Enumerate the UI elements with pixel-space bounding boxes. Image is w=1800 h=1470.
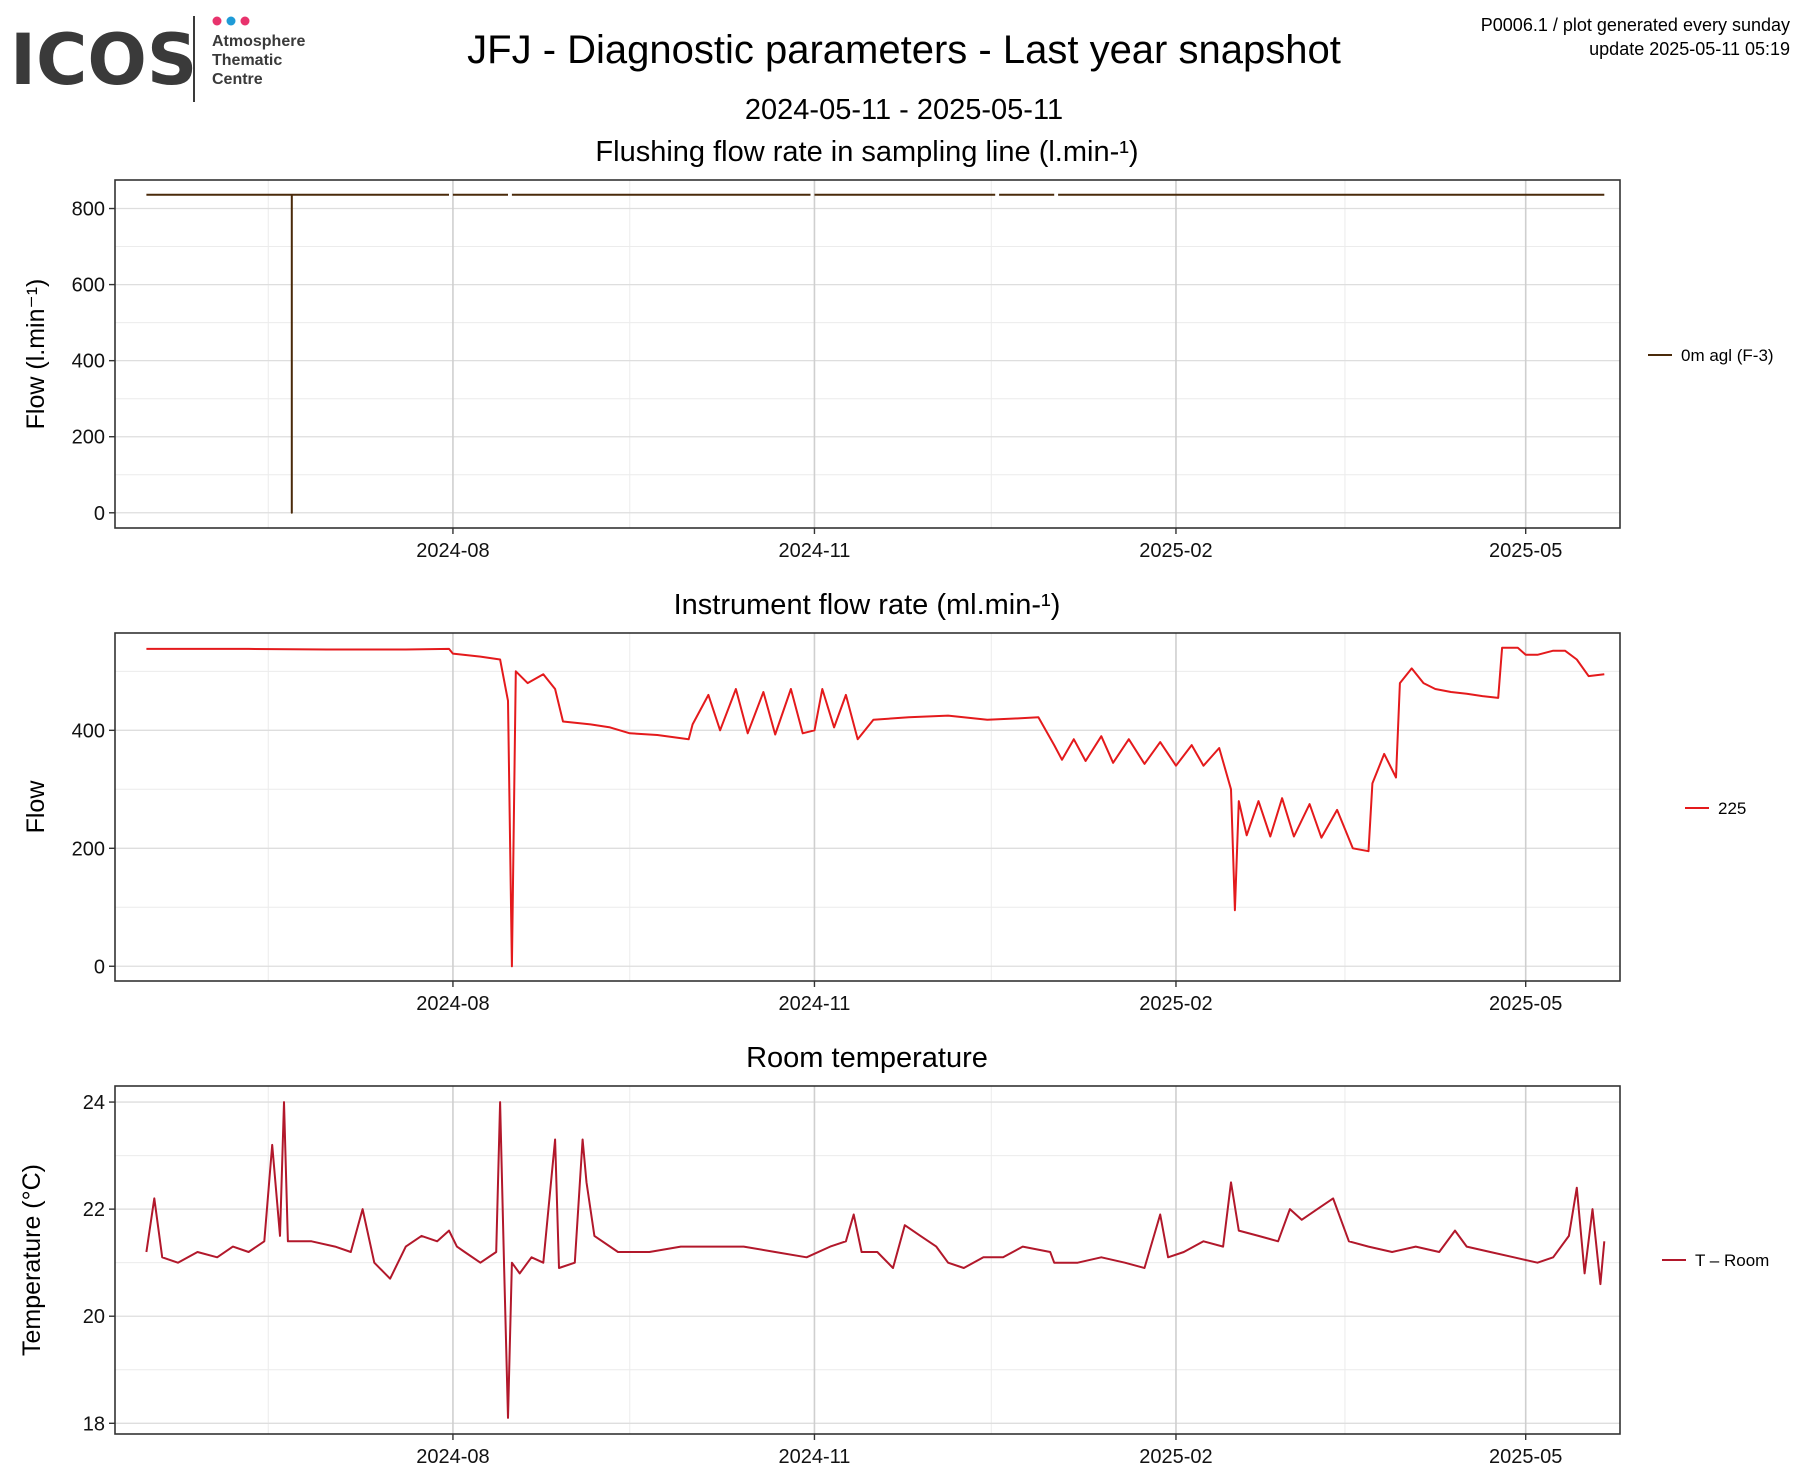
x-tick-label: 2025-05 [1489,540,1562,562]
info-line-1: P0006.1 / plot generated every sunday [1481,15,1790,35]
chart-panel-2: 0 200 400 2024-08 2024-11 2025-02 2025-05 Instr… [22,589,1746,1015]
y-tick-label: 18 [83,1413,105,1435]
chart-panel-3: 18 20 22 24 2024-08 2024-11 2025-02 2025-05 Room… [18,1042,1769,1468]
y-tick-label: 800 [72,199,105,221]
logo-sub-line3: Centre [212,71,263,88]
plot-border [114,179,1621,529]
logo-dot-icon [212,16,222,26]
page-title: JFJ - Diagnostic parameters - Last year … [467,28,1341,72]
panel-title: Room temperature [746,1042,988,1074]
x-tick-label: 2025-05 [1489,993,1562,1015]
panel-title: Instrument flow rate (ml.min-¹) [674,589,1061,621]
y-tick-label: 400 [72,351,105,373]
plot-background [115,1086,1620,1434]
chart-panel-1: 0 200 400 600 800 2024-08 2024-11 2025-02 2025-0… [22,136,1774,562]
plot-background [115,180,1620,528]
logo-dot-icon [240,16,250,26]
y-tick-label: 20 [83,1306,105,1328]
x-tick-label: 2024-08 [416,993,489,1015]
x-tick-label: 2024-08 [416,1446,489,1468]
panel-title: Flushing flow rate in sampling line (l.m… [595,136,1138,168]
plot-border [114,632,1621,982]
y-tick-label: 0 [94,956,105,978]
legend-label: 0m agl (F-3) [1681,346,1774,365]
logo-sub-line2: Thematic [212,52,282,69]
y-tick-label: 22 [83,1199,105,1221]
series-line-1-part-1 [146,193,449,514]
series-line-1-part-1 [145,1101,1606,1419]
icos-logo: ICOS Atmosphere Thematic Centre [10,16,305,102]
plot-background [115,633,1620,981]
y-axis-label: Flow [22,780,50,834]
y-tick-label: 200 [72,427,105,449]
y-axis-label: Flow (l.min⁻¹) [22,279,50,430]
y-tick-label: 0 [94,503,105,525]
logo-dot-icon [226,16,236,26]
logo-sub-line1: Atmosphere [212,33,305,50]
series-line-1-part-1 [146,646,1605,968]
x-tick-label: 2024-11 [778,540,850,562]
x-tick-label: 2025-02 [1139,1446,1212,1468]
y-tick-label: 400 [72,720,105,742]
y-tick-label: 200 [72,838,105,860]
legend-label: 225 [1718,799,1746,818]
legend-label: T – Room [1695,1251,1769,1270]
page-subtitle: 2024-05-11 - 2025-05-11 [745,94,1063,126]
y-axis-label: Temperature (°C) [18,1164,46,1356]
y-tick-label: 24 [83,1092,105,1114]
x-tick-label: 2025-05 [1489,1446,1562,1468]
info-line-2: update 2025-05-11 05:19 [1589,39,1790,59]
x-tick-label: 2025-02 [1139,540,1212,562]
plot-border [114,1085,1621,1435]
x-tick-label: 2024-11 [778,993,850,1015]
y-tick-label: 600 [72,275,105,297]
logo-text: ICOS [10,19,197,101]
x-tick-label: 2024-08 [416,540,489,562]
x-tick-label: 2024-11 [778,1446,850,1468]
x-tick-label: 2025-02 [1139,993,1212,1015]
